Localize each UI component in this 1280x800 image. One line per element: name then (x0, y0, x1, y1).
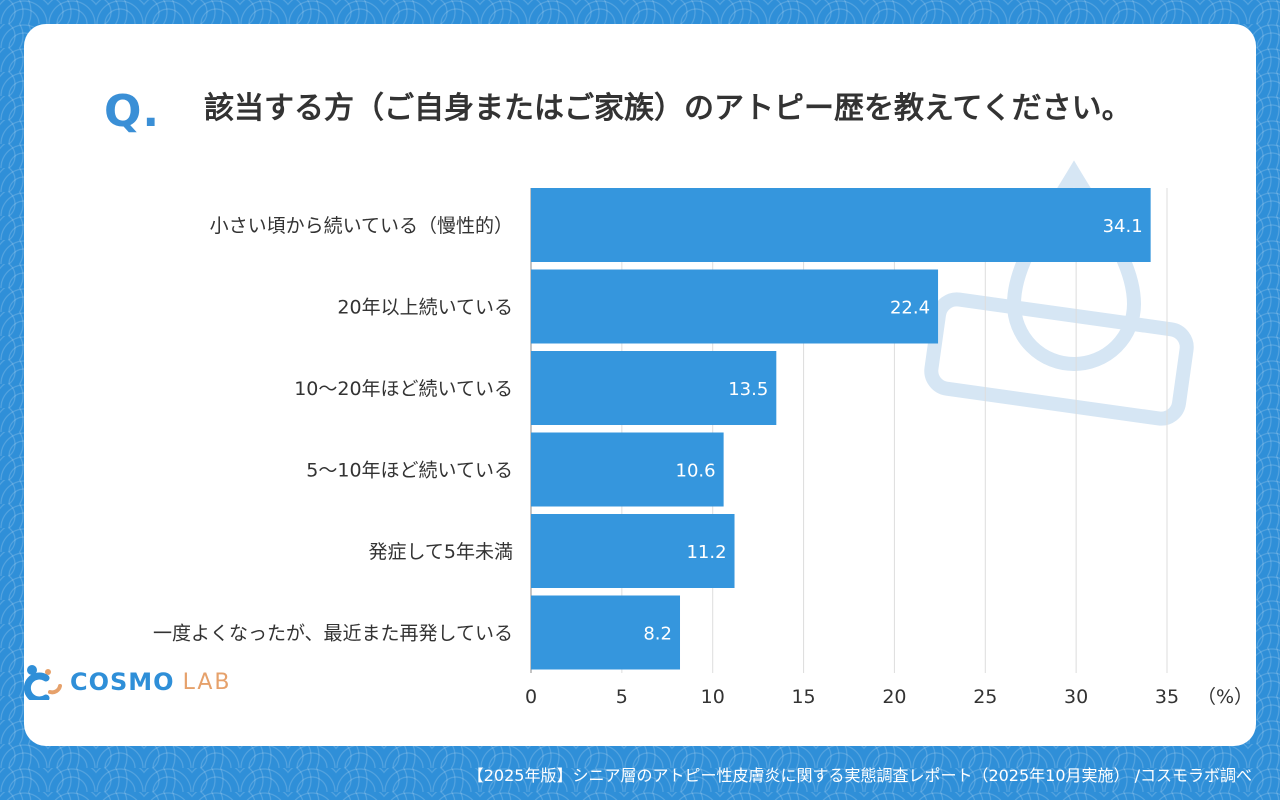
bar-value-label: 10.6 (676, 461, 716, 482)
category-label: 10～20年ほど続いている (294, 378, 513, 400)
x-tick-label: 10 (701, 686, 725, 708)
x-tick-label: 30 (1064, 686, 1088, 708)
bar (531, 188, 1151, 262)
footer-source: 【2025年版】シニア層のアトピー性皮膚炎に関する実態調査レポート（2025年1… (467, 766, 1252, 785)
question-mark: Q. (104, 86, 161, 137)
x-tick-label: 25 (973, 686, 997, 708)
bar-value-label: 11.2 (686, 542, 726, 563)
x-tick-label: 0 (525, 686, 537, 708)
category-label: 5～10年ほど続いている (306, 460, 513, 482)
bar (531, 432, 724, 507)
question-text: 該当する方（ご自身またはご家族）のアトピー歴を教えてください。 (204, 91, 1132, 126)
logo-text-cosmo: COSMO (70, 668, 175, 696)
category-label: 発症して5年未満 (368, 541, 513, 563)
bar-value-label: 8.2 (643, 624, 672, 645)
category-label: 一度よくなったが、最近また再発している (153, 623, 513, 645)
cosmo-lab-logo: COSMO LAB (24, 662, 232, 702)
category-label: 20年以上続いている (337, 297, 513, 319)
bar (531, 514, 735, 588)
bar-value-label: 13.5 (728, 379, 768, 400)
bar (531, 351, 777, 425)
x-tick-label: 15 (791, 686, 815, 708)
logo-mark-icon (24, 665, 62, 700)
bar-value-label: 22.4 (890, 298, 930, 319)
x-tick-label: 20 (882, 686, 906, 708)
bar (531, 269, 939, 344)
x-tick-label: 5 (616, 686, 628, 708)
logo-text-lab: LAB (182, 669, 232, 695)
category-label: 小さい頃から続いている（慢性的） (210, 215, 513, 237)
bar-value-label: 34.1 (1103, 216, 1143, 237)
x-unit-label: （%） (1197, 686, 1253, 708)
bar (531, 595, 681, 670)
x-tick-label: 35 (1155, 686, 1179, 708)
